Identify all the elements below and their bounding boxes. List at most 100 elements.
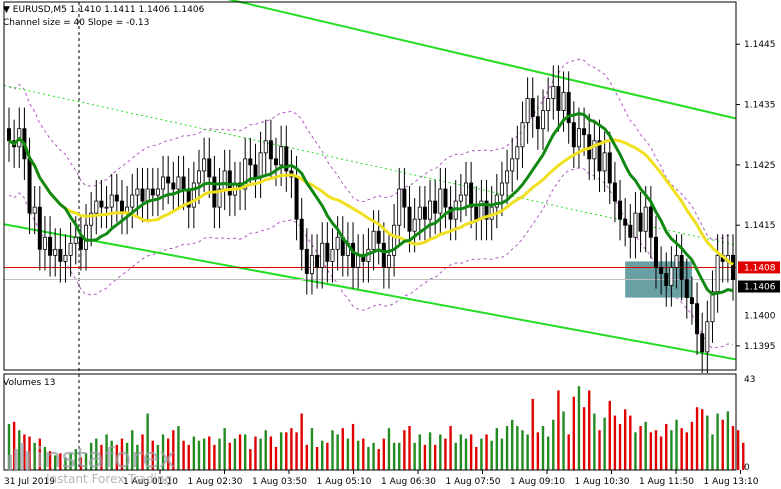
candle-body (37, 206, 42, 250)
symbol-quote: EURUSD,M5 1.1410 1.1411 1.1406 1.1406 (12, 5, 205, 15)
time-tick-label: 1 Aug 09:10 (510, 477, 565, 487)
candle-body (535, 116, 540, 130)
indicator-line: Channel size = 40 Slope = -0.13 (3, 18, 150, 28)
candle-body (525, 98, 530, 124)
price-tick-label: 1.1435 (744, 101, 776, 111)
candle-body (294, 176, 299, 220)
watermark-tagline: Instant Forex Trading (46, 472, 173, 486)
candle-body (253, 164, 258, 178)
candle-body (42, 236, 47, 250)
time-tick-label: 1 Aug 01:10 (123, 477, 178, 487)
candle-body (109, 194, 114, 208)
candle-body (7, 128, 12, 142)
candle-body (612, 182, 617, 202)
candle-body (607, 152, 612, 184)
candle-body (638, 212, 643, 232)
collapse-triangle-icon[interactable]: ▼ (3, 5, 10, 15)
symbol-line: ▼ EURUSD,M5 1.1410 1.1411 1.1406 1.1406 (3, 5, 204, 15)
candle-body (32, 206, 37, 214)
candle-body (371, 230, 376, 250)
candle-body (484, 200, 489, 220)
candle-body (392, 224, 397, 256)
price-tick-label: 1.1395 (744, 342, 776, 352)
candle-body (351, 242, 356, 268)
time-tick-label: 1 Aug 11:50 (639, 477, 694, 487)
price-channel (3, 0, 737, 361)
candle-body (161, 176, 166, 190)
candle-body (27, 158, 32, 214)
volumes-label: Volumes 13 (3, 378, 56, 388)
candle-body (89, 212, 94, 226)
volume-axis-label: 0 (744, 463, 750, 473)
candle-body (669, 267, 674, 286)
candle-body (145, 188, 150, 202)
candle-body (309, 254, 314, 274)
candle-body (695, 303, 700, 335)
price-tick-label: 1.1415 (744, 221, 776, 231)
candle-body (679, 254, 684, 280)
candle-body (356, 254, 361, 268)
price-tick-label: 1.1400 (744, 312, 776, 322)
moving-average-fast (8, 112, 734, 296)
candle-body (258, 152, 263, 178)
candle-body (330, 248, 335, 262)
volume-bars (7, 386, 745, 470)
candle-body (582, 128, 587, 136)
channel-upper-line (227, 0, 737, 120)
candle-body (571, 122, 576, 148)
candle-body (710, 291, 715, 323)
time-tick-label: 1 Aug 10:30 (575, 477, 630, 487)
candle-body (541, 110, 546, 130)
candle-body (94, 200, 99, 214)
candle-body (520, 122, 525, 148)
candle-body (176, 176, 181, 190)
candle-body (700, 333, 705, 353)
candle-body (381, 242, 386, 268)
chart-axes: 1.1445 1.1435 1.1425 1.1415 1.1395 1.1400 1 Au… (3, 1, 780, 487)
watermark-brand: instaforex (36, 441, 176, 474)
candle-body (505, 170, 510, 184)
candle-body (602, 152, 607, 172)
candle-body (433, 200, 438, 214)
candle-body (268, 140, 273, 160)
time-tick-label: 1 Aug 05:10 (317, 477, 372, 487)
time-tick-label: 1 Aug 06:30 (381, 477, 436, 487)
candle-body (510, 158, 515, 172)
candle-body (494, 194, 499, 208)
candle-body (561, 92, 566, 111)
time-tick-label: 1 Aug 13:10 (704, 477, 759, 487)
current-price-label-box (738, 261, 780, 274)
candle-body (664, 273, 669, 286)
candle-body (402, 188, 407, 208)
candle-body (202, 158, 207, 172)
candle-body (196, 170, 201, 184)
candle-body (130, 194, 135, 208)
candle-body (618, 200, 623, 220)
candle-body (243, 158, 248, 190)
candle-body (438, 188, 443, 214)
candle-body (386, 254, 391, 268)
channel-lower-line (3, 223, 737, 361)
candle-body (248, 158, 253, 166)
candle-body (731, 254, 736, 280)
candle-body (551, 86, 556, 99)
time-tick-label: 1 Aug 07:50 (446, 477, 501, 487)
candle-body (166, 176, 171, 184)
candle-body (53, 248, 58, 256)
bid-price-label: 1.1406 (744, 283, 776, 293)
candle-body (150, 188, 155, 196)
candle-body (515, 146, 520, 160)
candle-body (191, 182, 196, 208)
candle-body (284, 146, 289, 172)
candle-body (181, 176, 186, 190)
bid-price-label-box (738, 280, 780, 293)
candle-body (274, 158, 279, 166)
candle-body (674, 254, 679, 268)
candle-body (648, 206, 653, 238)
price-tick-label: 1.1425 (744, 161, 776, 171)
candle-body (546, 98, 551, 111)
candle-body (376, 230, 381, 244)
candle-body (68, 242, 73, 256)
candle-body (171, 182, 176, 190)
candle-body (58, 248, 63, 262)
